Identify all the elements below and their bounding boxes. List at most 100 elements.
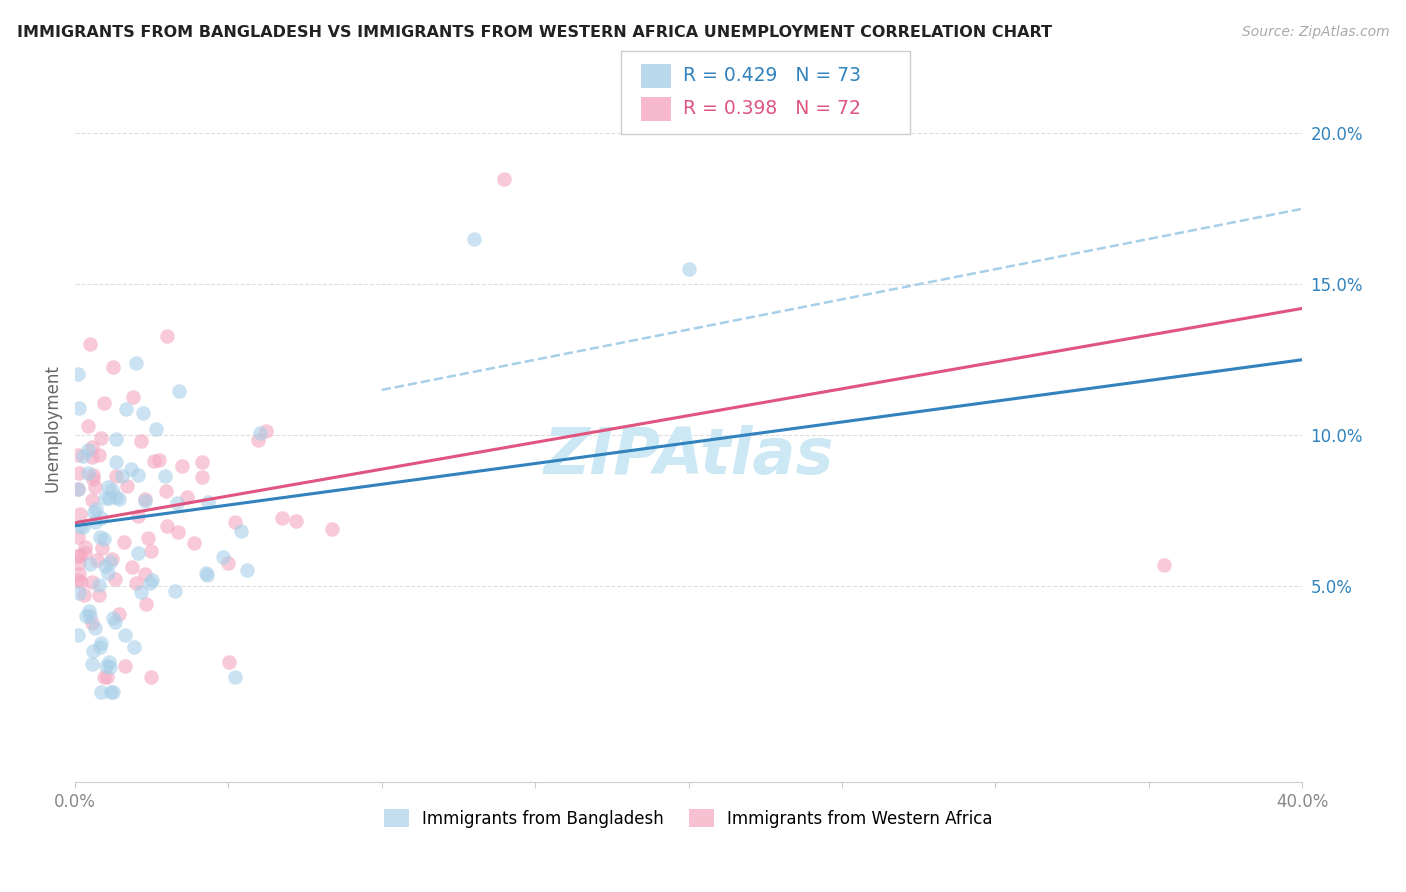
Point xyxy=(80,615,103,630)
Point xyxy=(84,621,107,635)
Point xyxy=(86,553,108,567)
Point xyxy=(94,658,117,673)
Point xyxy=(89,640,111,654)
Point xyxy=(108,491,131,506)
Point xyxy=(83,505,105,519)
Point xyxy=(84,480,107,494)
Point xyxy=(98,555,121,569)
Point xyxy=(127,508,149,523)
Point xyxy=(101,483,124,497)
Point xyxy=(127,546,149,560)
Point xyxy=(141,574,163,588)
Point xyxy=(67,482,90,496)
Point xyxy=(82,472,104,486)
Point xyxy=(69,549,91,563)
Text: IMMIGRANTS FROM BANGLADESH VS IMMIGRANTS FROM WESTERN AFRICA UNEMPLOYMENT CORREL: IMMIGRANTS FROM BANGLADESH VS IMMIGRANTS… xyxy=(17,25,1052,40)
Point xyxy=(103,611,125,625)
Point xyxy=(67,530,90,544)
Point xyxy=(678,262,700,277)
Point xyxy=(73,589,96,603)
Point xyxy=(148,453,170,467)
Point xyxy=(67,567,90,582)
Point xyxy=(114,659,136,673)
Point xyxy=(1153,558,1175,572)
Point xyxy=(69,519,91,533)
Point xyxy=(218,655,240,669)
Point xyxy=(67,628,90,642)
Point xyxy=(90,431,112,445)
Point xyxy=(104,490,127,504)
Point xyxy=(87,588,110,602)
Point xyxy=(156,519,179,533)
Point xyxy=(156,329,179,343)
Text: R = 0.398   N = 72: R = 0.398 N = 72 xyxy=(683,99,862,118)
Point xyxy=(84,502,107,516)
Point xyxy=(90,685,112,699)
Point xyxy=(87,448,110,462)
Point xyxy=(77,443,100,458)
Point xyxy=(183,536,205,550)
Point xyxy=(122,640,145,655)
Point xyxy=(90,636,112,650)
Point xyxy=(89,530,111,544)
Point xyxy=(101,359,124,374)
Y-axis label: Unemployment: Unemployment xyxy=(44,364,60,491)
Point xyxy=(67,557,90,571)
Point xyxy=(70,574,93,589)
Point xyxy=(194,566,217,580)
Point xyxy=(97,655,120,669)
Point xyxy=(249,425,271,440)
Point xyxy=(90,510,112,524)
Point xyxy=(321,522,343,536)
Point xyxy=(77,418,100,433)
Point xyxy=(80,450,103,465)
Point xyxy=(167,384,190,399)
Point xyxy=(136,531,159,545)
Point xyxy=(105,468,128,483)
Point xyxy=(155,484,177,499)
Point xyxy=(138,575,160,590)
Point xyxy=(224,670,246,684)
Point xyxy=(129,434,152,449)
Point xyxy=(67,573,90,587)
Point xyxy=(224,515,246,529)
Point xyxy=(134,566,156,581)
Point xyxy=(211,549,233,564)
Point xyxy=(82,644,104,658)
Point xyxy=(82,467,104,482)
Point xyxy=(84,515,107,529)
Point xyxy=(141,543,163,558)
Point xyxy=(134,494,156,508)
Point xyxy=(67,367,90,381)
Point xyxy=(111,469,134,483)
Point xyxy=(79,609,101,624)
Point xyxy=(284,514,307,528)
Legend: Immigrants from Bangladesh, Immigrants from Western Africa: Immigrants from Bangladesh, Immigrants f… xyxy=(377,802,1000,834)
Point xyxy=(112,535,135,549)
Point xyxy=(105,455,128,469)
Point xyxy=(107,607,129,621)
Text: Source: ZipAtlas.com: Source: ZipAtlas.com xyxy=(1241,25,1389,39)
Point xyxy=(217,557,239,571)
Point xyxy=(94,558,117,573)
Point xyxy=(75,546,97,560)
Point xyxy=(132,406,155,420)
Text: ZIPAtlas: ZIPAtlas xyxy=(543,425,834,487)
Point xyxy=(82,492,104,507)
Point xyxy=(127,468,149,483)
Point xyxy=(67,448,90,462)
Point xyxy=(93,670,115,684)
Point xyxy=(271,511,294,525)
Point xyxy=(104,433,127,447)
Point xyxy=(236,563,259,577)
Point xyxy=(97,491,120,505)
Point xyxy=(170,459,193,474)
Point xyxy=(197,495,219,509)
Point xyxy=(115,478,138,492)
Point xyxy=(93,396,115,410)
Point xyxy=(101,552,124,566)
Point xyxy=(129,584,152,599)
Point xyxy=(98,660,121,674)
Point xyxy=(165,584,187,599)
Point xyxy=(67,585,90,599)
